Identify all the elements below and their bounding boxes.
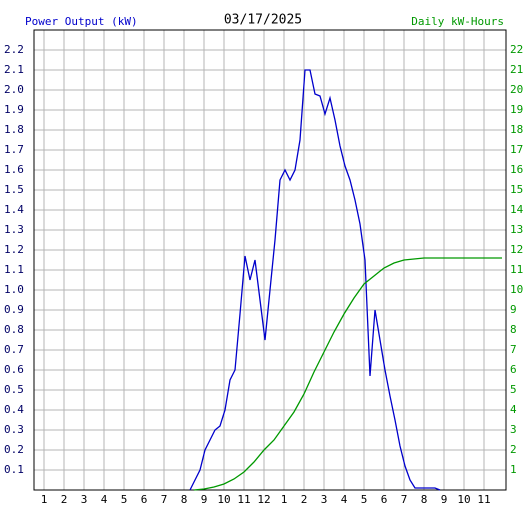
x-tick-label: 4 [101, 493, 108, 506]
y2-tick-label: 18 [510, 123, 523, 136]
y-tick-label: 1.7 [4, 143, 24, 156]
y-tick-label: 0.6 [4, 363, 24, 376]
x-tick-label: 10 [457, 493, 470, 506]
x-tick-label: 1 [281, 493, 288, 506]
y2-tick-label: 9 [510, 303, 517, 316]
y-tick-label: 2.2 [4, 43, 24, 56]
y2-tick-label: 8 [510, 323, 517, 336]
x-tick-label: 6 [141, 493, 148, 506]
y-tick-label: 0.9 [4, 303, 24, 316]
x-tick-label: 1 [41, 493, 48, 506]
y2-axis-title: Daily kW-Hours [411, 15, 504, 28]
x-tick-label: 12 [257, 493, 270, 506]
series-line [189, 69, 441, 491]
y-tick-label: 0.5 [4, 383, 24, 396]
plot-border [33, 29, 507, 491]
y2-tick-label: 5 [510, 383, 517, 396]
y2-tick-label: 21 [510, 63, 523, 76]
y2-tick-label: 20 [510, 83, 523, 96]
y-tick-label: 1.2 [4, 243, 24, 256]
y2-tick-label: 11 [510, 263, 523, 276]
y-tick-label: 2.1 [4, 63, 24, 76]
x-tick-label: 5 [121, 493, 128, 506]
y-tick-label: 0.2 [4, 443, 24, 456]
x-tick-label: 8 [421, 493, 428, 506]
x-tick-label: 2 [61, 493, 68, 506]
x-tick-label: 3 [81, 493, 88, 506]
y2-tick-label: 3 [510, 423, 517, 436]
y-tick-label: 0.3 [4, 423, 24, 436]
x-tick-label: 2 [301, 493, 308, 506]
x-tick-label: 8 [181, 493, 188, 506]
y-tick-label: 0.7 [4, 343, 24, 356]
y-tick-label: 1.3 [4, 223, 24, 236]
y-tick-label: 1.1 [4, 263, 24, 276]
y-tick-label: 0.8 [4, 323, 24, 336]
x-tick-label: 11 [477, 493, 490, 506]
y2-tick-label: 17 [510, 143, 523, 156]
x-tick-label: 11 [237, 493, 250, 506]
y2-tick-label: 6 [510, 363, 517, 376]
y-tick-label: 1.5 [4, 183, 24, 196]
y2-tick-label: 16 [510, 163, 523, 176]
y2-tick-label: 22 [510, 43, 523, 56]
y2-tick-label: 2 [510, 443, 517, 456]
y2-tick-label: 10 [510, 283, 523, 296]
y2-tick-label: 14 [510, 203, 524, 216]
x-tick-label: 6 [381, 493, 388, 506]
x-tick-label: 7 [161, 493, 168, 506]
y-tick-label: 1.9 [4, 103, 24, 116]
y-tick-label: 0.4 [4, 403, 24, 416]
y2-tick-label: 19 [510, 103, 523, 116]
y2-tick-label: 12 [510, 243, 523, 256]
y-tick-label: 2.0 [4, 83, 24, 96]
x-tick-label: 9 [201, 493, 208, 506]
y-tick-label: 1.6 [4, 163, 24, 176]
y-tick-label: 1.8 [4, 123, 24, 136]
y2-tick-label: 7 [510, 343, 517, 356]
x-tick-label: 10 [217, 493, 230, 506]
x-tick-label: 4 [341, 493, 348, 506]
x-tick-label: 9 [441, 493, 448, 506]
y-tick-label: 0.1 [4, 463, 24, 476]
y-tick-label: 1.4 [4, 203, 24, 216]
x-tick-label: 5 [361, 493, 368, 506]
x-tick-label: 7 [401, 493, 408, 506]
y2-tick-label: 13 [510, 223, 523, 236]
x-tick-label: 3 [321, 493, 328, 506]
chart-title: 03/17/2025 [224, 13, 302, 28]
y2-tick-label: 1 [510, 463, 517, 476]
y2-tick-label: 15 [510, 183, 523, 196]
y2-tick-label: 4 [510, 403, 517, 416]
series-line [193, 257, 502, 491]
y-axis-title: Power Output (kW) [25, 15, 138, 28]
y-tick-label: 1.0 [4, 283, 24, 296]
